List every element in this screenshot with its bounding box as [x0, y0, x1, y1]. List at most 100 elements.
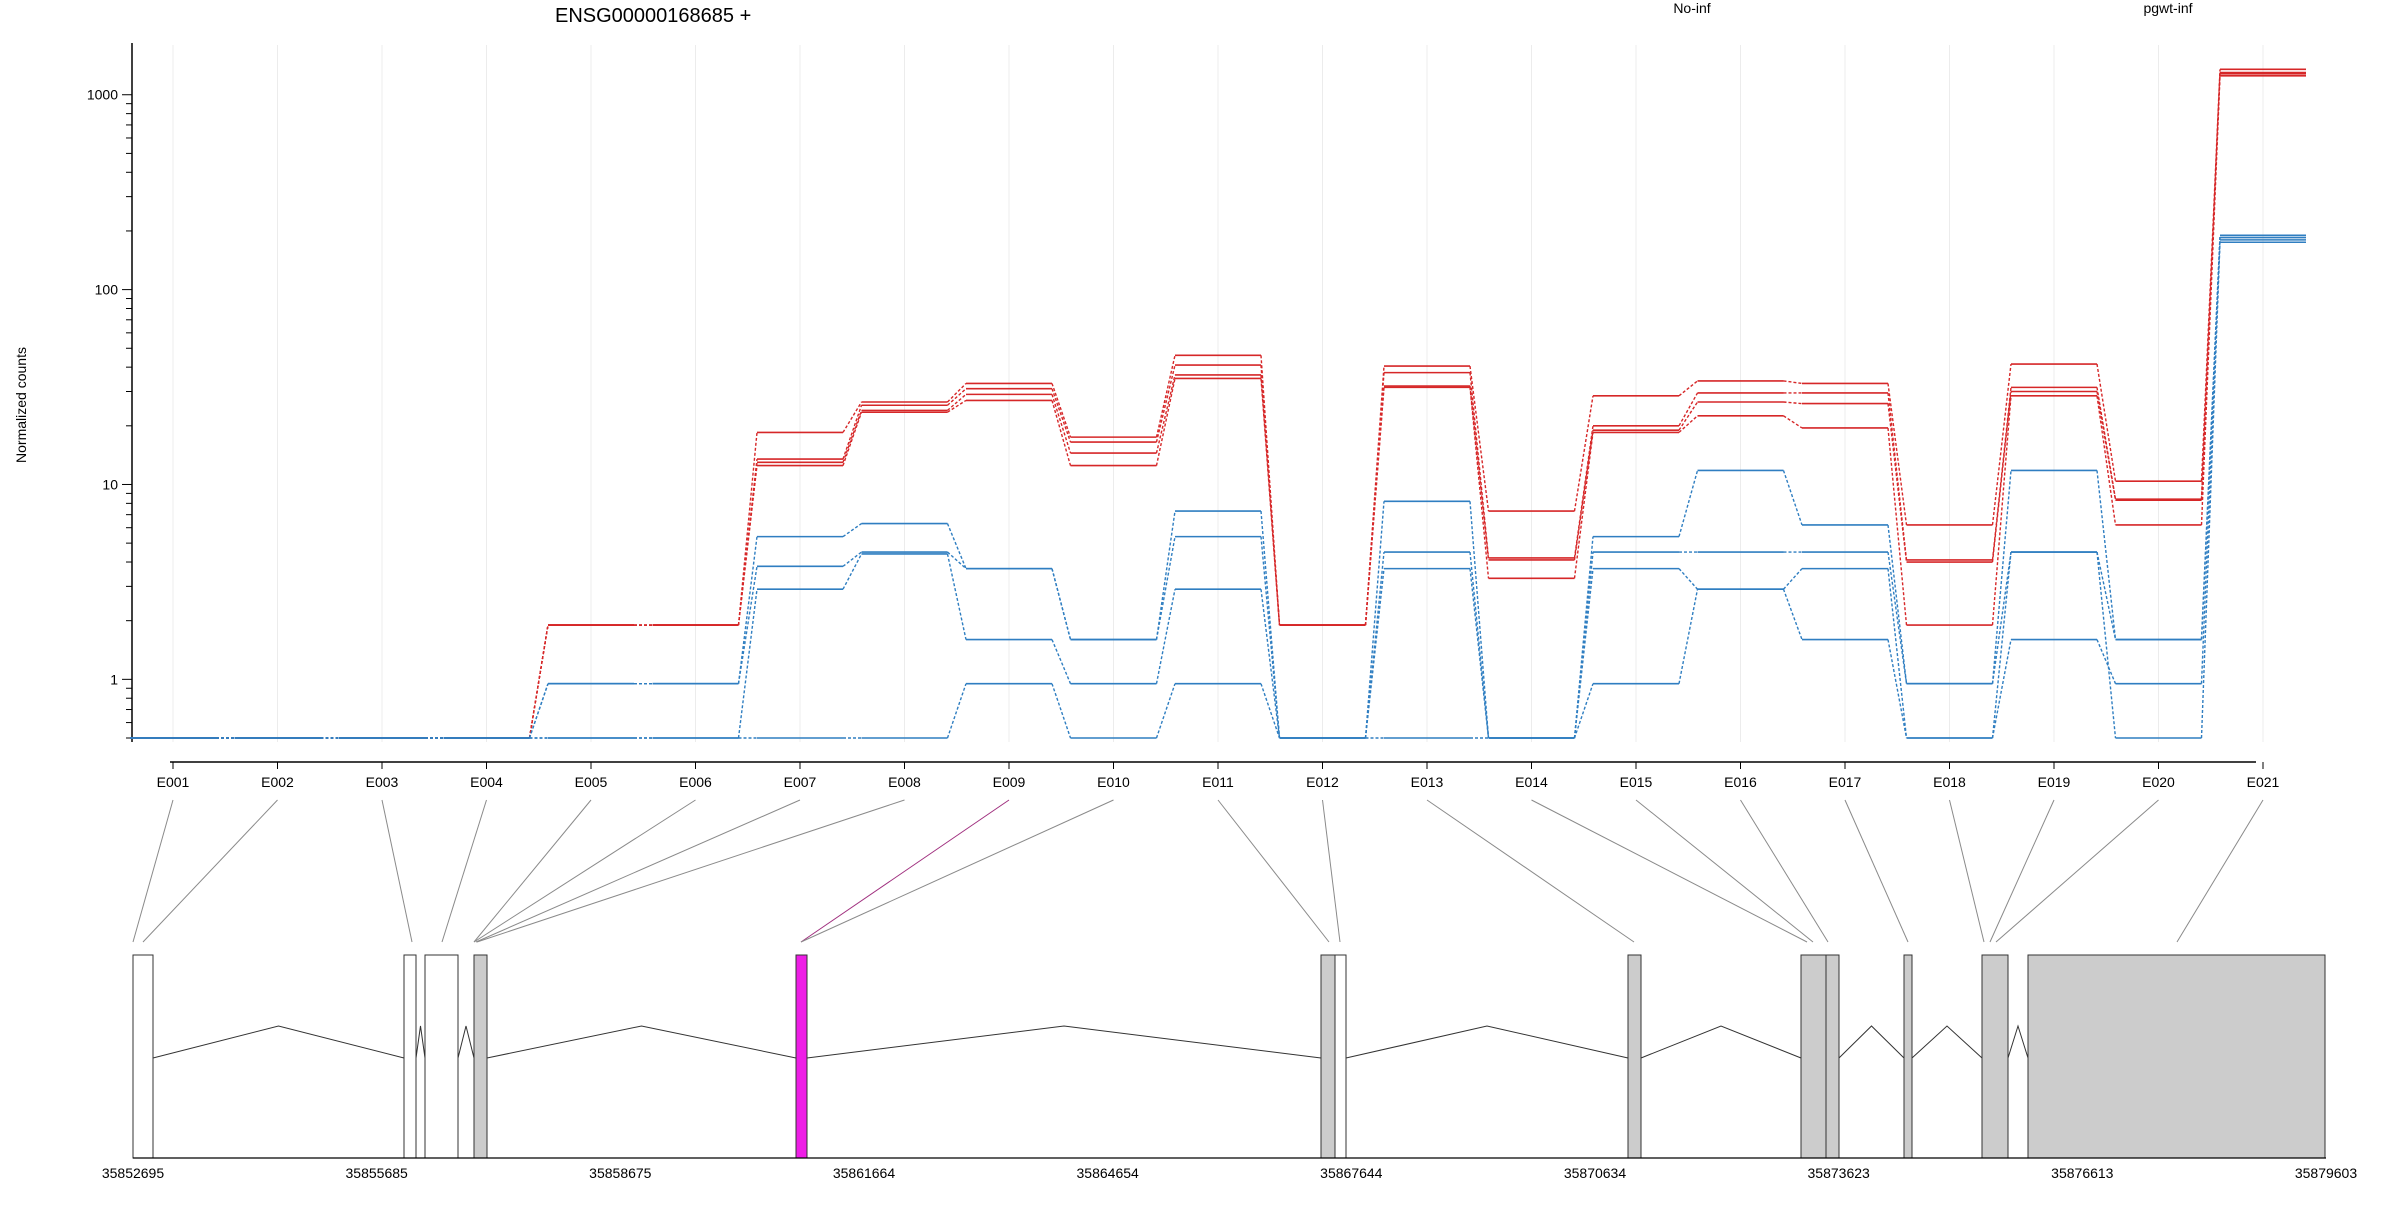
exon-connector: [1989, 799, 2055, 943]
exon-connector: [1322, 799, 1341, 943]
series-segment: [842, 551, 862, 567]
legend-pgwt-inf: pgwt-inf: [2143, 0, 2192, 16]
series-segment: [1155, 589, 1176, 684]
exon-connector: [1949, 799, 1985, 943]
series-segment: [1678, 589, 1699, 684]
exon-box: [1320, 954, 1336, 1159]
series-segment: [2200, 237, 2221, 640]
genomic-coordinate-label: 35879603: [2295, 1165, 2358, 1181]
x-tick-label: E015: [1620, 774, 1653, 790]
series-segment: [1783, 415, 1803, 429]
series-segment: [2200, 239, 2221, 684]
series-segment: [1782, 568, 1803, 590]
intron-line: [1640, 1025, 1802, 1059]
genomic-coordinate-label: 35876613: [2051, 1165, 2114, 1181]
x-tick-label: E009: [993, 774, 1026, 790]
series-segment: [2200, 242, 2221, 739]
series-segment: [1051, 639, 1072, 684]
exon-connector: [1531, 799, 1808, 943]
genomic-coordinate-label: 35867644: [1320, 1165, 1383, 1181]
series-segment: [1469, 501, 1490, 739]
series-segment: [1991, 363, 2012, 526]
x-tick-label: E004: [470, 774, 503, 790]
series-segment: [737, 432, 758, 626]
series-segment: [2096, 639, 2117, 684]
exon-box: [403, 954, 417, 1159]
series-segment: [1678, 470, 1699, 537]
series-segment: [1573, 683, 1594, 739]
exon-connector: [475, 799, 801, 943]
series-segment: [1051, 383, 1072, 438]
series-segment: [1887, 427, 1908, 626]
series-segment: [1678, 415, 1698, 433]
series-segment: [2096, 395, 2117, 526]
axes-layer: 1 10 100 1000 E001 E002 E003 E004 E005 E006 E007 E0…: [87, 43, 2280, 790]
series-segment: [1887, 551, 1908, 684]
intron-line: [457, 1025, 475, 1059]
exon-connector: [132, 799, 174, 943]
exon-box: [1800, 954, 1827, 1159]
exon-connector: [476, 799, 905, 943]
series-segment: [1469, 551, 1490, 739]
series-segment: [1051, 400, 1072, 466]
intron-line: [1838, 1025, 1905, 1059]
series-segment: [1155, 536, 1176, 640]
series-segment: [947, 393, 967, 411]
series-layer: [130, 68, 2306, 739]
exon-connector: [1844, 799, 1909, 943]
series-segment: [1155, 683, 1176, 739]
series-segment: [528, 624, 549, 739]
series-segment: [528, 683, 549, 739]
y-tick-label: 10: [102, 476, 118, 492]
series-segment: [1051, 568, 1072, 640]
series-segment: [1887, 524, 1908, 684]
x-tick-label: E017: [1829, 774, 1862, 790]
exon-connector: [800, 799, 1114, 943]
exon-box: [1825, 954, 1840, 1159]
exon-connector: [142, 799, 278, 943]
x-tick-label: E013: [1411, 774, 1444, 790]
genomic-coordinate-label: 35873623: [1808, 1165, 1871, 1181]
series-pgwt-inf: [130, 241, 2306, 739]
x-tick-label: E011: [1202, 774, 1234, 790]
series-segment: [1469, 372, 1490, 558]
series-segment: [1991, 391, 2012, 563]
exon-box: [1903, 954, 1913, 1159]
series-segment: [1678, 401, 1699, 431]
exon-box: [424, 954, 459, 1159]
series-segment: [947, 388, 967, 406]
y-tick-label: 1000: [87, 87, 118, 103]
exon-box: [132, 954, 154, 1159]
series-segment: [1991, 551, 2012, 739]
series-segment: [1783, 401, 1803, 405]
series-segment: [946, 523, 967, 569]
series-segment: [1678, 568, 1699, 590]
series-segment: [947, 399, 967, 413]
y-axis-label: Normalized counts: [13, 347, 29, 463]
series-segment: [1782, 470, 1803, 526]
x-tick-label: E018: [1933, 774, 1966, 790]
exon-connector: [1426, 799, 1635, 943]
exon-connector: [1635, 799, 1814, 943]
chart-title: ENSG00000168685 +: [555, 5, 751, 27]
exon-connector: [441, 799, 487, 943]
series-segment: [1051, 388, 1072, 443]
series-segment: [1573, 395, 1594, 512]
series-segment: [1155, 355, 1176, 438]
series-segment: [1991, 470, 2012, 684]
exon-box: [1334, 954, 1347, 1159]
series-segment: [528, 683, 549, 739]
genomic-coordinate-label: 35870634: [1564, 1165, 1627, 1181]
series-segment: [1887, 568, 1908, 739]
series-segment: [1260, 589, 1281, 739]
series-segment: [1573, 425, 1594, 558]
series-segment: [947, 382, 967, 403]
series-segment: [1887, 403, 1908, 563]
series-segment: [1260, 683, 1281, 739]
series-segment: [1260, 378, 1281, 626]
series-segment: [1364, 387, 1385, 626]
highlighted-exon: [795, 954, 808, 1159]
x-tick-label: E002: [261, 774, 294, 790]
intron-line: [2007, 1024, 2029, 1059]
